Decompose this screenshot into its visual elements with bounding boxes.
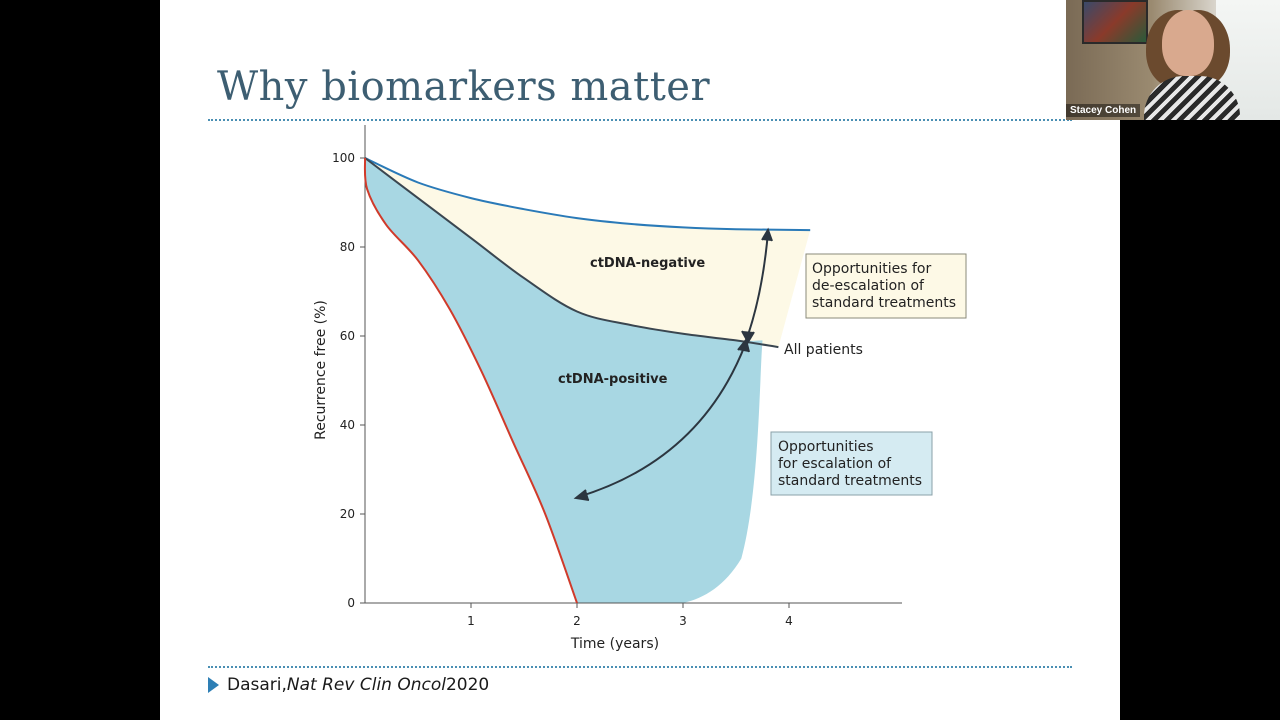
x-tick-label: 4 xyxy=(785,614,793,628)
deescalation-annotation-text: Opportunities for de-escalation of standar… xyxy=(812,261,956,311)
y-axis-title: Recurrence free (%) xyxy=(313,300,329,440)
chart-fills xyxy=(364,158,811,603)
y-tick-label: 80 xyxy=(340,240,355,254)
escalation-arrow xyxy=(577,344,746,498)
y-tick-label: 100 xyxy=(332,151,355,165)
presentation-slide: Why biomarkers matter 0 20 40 60 80 100 1 2 3 4 c… xyxy=(160,0,1120,720)
escalation-annotation: Opportunities for escalation of standard t… xyxy=(770,431,933,496)
participant-name-label: Stacey Cohen xyxy=(1066,104,1141,117)
x-tick-label: 3 xyxy=(679,614,687,628)
participant-body xyxy=(1144,76,1240,120)
all-patients-label: All patients xyxy=(784,342,863,358)
annotation-line: Opportunities xyxy=(778,439,874,455)
chart-axes xyxy=(364,125,902,604)
x-axis-title: Time (years) xyxy=(570,636,659,652)
annotation-line: de-escalation of xyxy=(812,278,925,294)
deescalation-annotation: Opportunities for de-escalation of standar… xyxy=(805,253,967,319)
citation-year: 2020 xyxy=(445,675,490,695)
chart-arrows xyxy=(573,227,773,501)
footer-divider xyxy=(208,666,1072,668)
axis-ticks: 0 20 40 60 80 100 1 2 3 4 xyxy=(332,151,793,628)
region-label-positive: ctDNA-positive xyxy=(558,372,668,387)
curve-all-patients xyxy=(364,157,779,349)
slide-title: Why biomarkers matter xyxy=(217,64,711,110)
participant-face xyxy=(1162,10,1214,76)
escalation-arrowhead-down xyxy=(573,489,590,501)
y-tick-label: 60 xyxy=(340,329,355,343)
curve-ctdna-positive xyxy=(363,157,578,604)
triangle-bullet-icon xyxy=(208,677,219,693)
curve-ctdna-negative xyxy=(364,157,811,232)
background-painting xyxy=(1082,0,1148,44)
chart-curves xyxy=(363,157,811,604)
annotation-line: standard treatments xyxy=(812,295,956,311)
ctdna-positive-area xyxy=(364,158,763,603)
y-tick-label: 20 xyxy=(340,507,355,521)
annotation-line: standard treatments xyxy=(778,473,922,489)
survival-chart: 0 20 40 60 80 100 1 2 3 4 ctDNA-negative ctDNA-po… xyxy=(313,125,967,652)
annotation-line: for escalation of xyxy=(778,456,892,472)
deescalation-arrowhead-up xyxy=(761,227,773,242)
title-divider xyxy=(208,119,1072,121)
region-label-negative: ctDNA-negative xyxy=(590,256,705,271)
participant-video-tile[interactable]: Stacey Cohen xyxy=(1066,0,1280,120)
escalation-arrowhead-up xyxy=(737,337,750,353)
annotation-line: Opportunities for xyxy=(812,261,931,277)
escalation-annotation-text: Opportunities for escalation of standard t… xyxy=(778,439,922,489)
x-tick-label: 1 xyxy=(467,614,475,628)
deescalation-arrow xyxy=(747,231,769,336)
citation-journal: Nat Rev Clin Oncol xyxy=(286,675,446,695)
deescalation-arrowhead-down xyxy=(741,330,755,345)
citation-author: Dasari, xyxy=(227,675,287,695)
y-tick-label: 0 xyxy=(347,596,355,610)
citation: Dasari, Nat Rev Clin Oncol 2020 xyxy=(208,675,489,695)
ctdna-negative-area xyxy=(365,158,811,348)
y-tick-label: 40 xyxy=(340,418,355,432)
x-tick-label: 2 xyxy=(573,614,581,628)
